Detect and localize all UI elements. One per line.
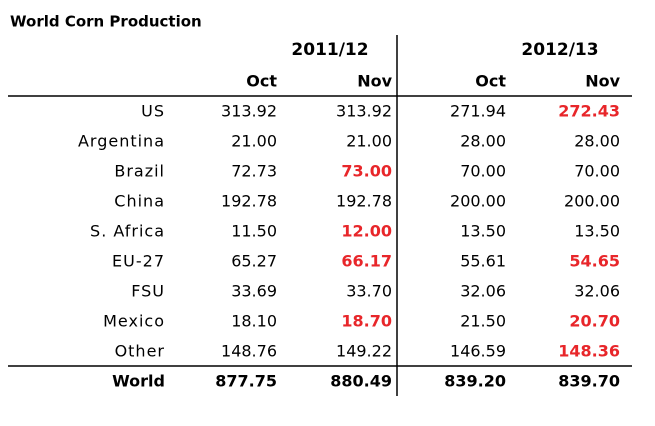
column-header: Oct xyxy=(475,72,506,91)
cell: 11.50 xyxy=(231,222,277,241)
total-cell: 839.70 xyxy=(558,372,620,391)
period-header: 2012/13 xyxy=(521,40,598,60)
row-label: Mexico xyxy=(103,312,165,331)
cell: 28.00 xyxy=(460,132,506,151)
row-label: S. Africa xyxy=(90,222,165,241)
cell: 33.70 xyxy=(346,282,392,301)
cell: 21.00 xyxy=(231,132,277,151)
cell: 200.00 xyxy=(450,192,506,211)
row-label: China xyxy=(114,192,165,211)
cell: 70.00 xyxy=(460,162,506,181)
cell: 313.92 xyxy=(221,102,277,121)
cell: 32.06 xyxy=(574,282,620,301)
cell: 65.27 xyxy=(231,252,277,271)
cell: 13.50 xyxy=(460,222,506,241)
row-label: Other xyxy=(115,342,165,361)
title: World Corn Production xyxy=(10,13,202,31)
cell: 66.17 xyxy=(341,252,392,271)
cell: 18.10 xyxy=(231,312,277,331)
cell: 21.00 xyxy=(346,132,392,151)
cell: 13.50 xyxy=(574,222,620,241)
total-cell: 877.75 xyxy=(215,372,277,391)
total-cell: 880.49 xyxy=(330,372,392,391)
period-header: 2011/12 xyxy=(291,40,368,60)
total-cell: 839.20 xyxy=(444,372,506,391)
cell: 271.94 xyxy=(450,102,506,121)
cell: 20.70 xyxy=(569,312,620,331)
cell: 28.00 xyxy=(574,132,620,151)
cell: 146.59 xyxy=(450,342,506,361)
cell: 72.73 xyxy=(231,162,277,181)
row-label: US xyxy=(141,102,165,121)
total-label: World xyxy=(112,372,165,391)
cell: 313.92 xyxy=(336,102,392,121)
cell: 70.00 xyxy=(574,162,620,181)
column-header: Nov xyxy=(585,72,620,91)
column-header: Nov xyxy=(357,72,392,91)
cell: 32.06 xyxy=(460,282,506,301)
row-label: Brazil xyxy=(114,162,165,181)
cell: 148.36 xyxy=(558,342,620,361)
cell: 73.00 xyxy=(341,162,392,181)
cell: 33.69 xyxy=(231,282,277,301)
cell: 12.00 xyxy=(341,222,392,241)
cell: 192.78 xyxy=(221,192,277,211)
row-label: Argentina xyxy=(78,132,165,151)
cell: 149.22 xyxy=(336,342,392,361)
cell: 55.61 xyxy=(460,252,506,271)
cell: 192.78 xyxy=(336,192,392,211)
cell: 54.65 xyxy=(569,252,620,271)
row-label: FSU xyxy=(131,282,165,301)
column-header: Oct xyxy=(246,72,277,91)
cell: 21.50 xyxy=(460,312,506,331)
cell: 148.76 xyxy=(221,342,277,361)
cell: 200.00 xyxy=(564,192,620,211)
cell: 272.43 xyxy=(558,102,620,121)
cell: 18.70 xyxy=(341,312,392,331)
row-label: EU-27 xyxy=(112,252,165,271)
